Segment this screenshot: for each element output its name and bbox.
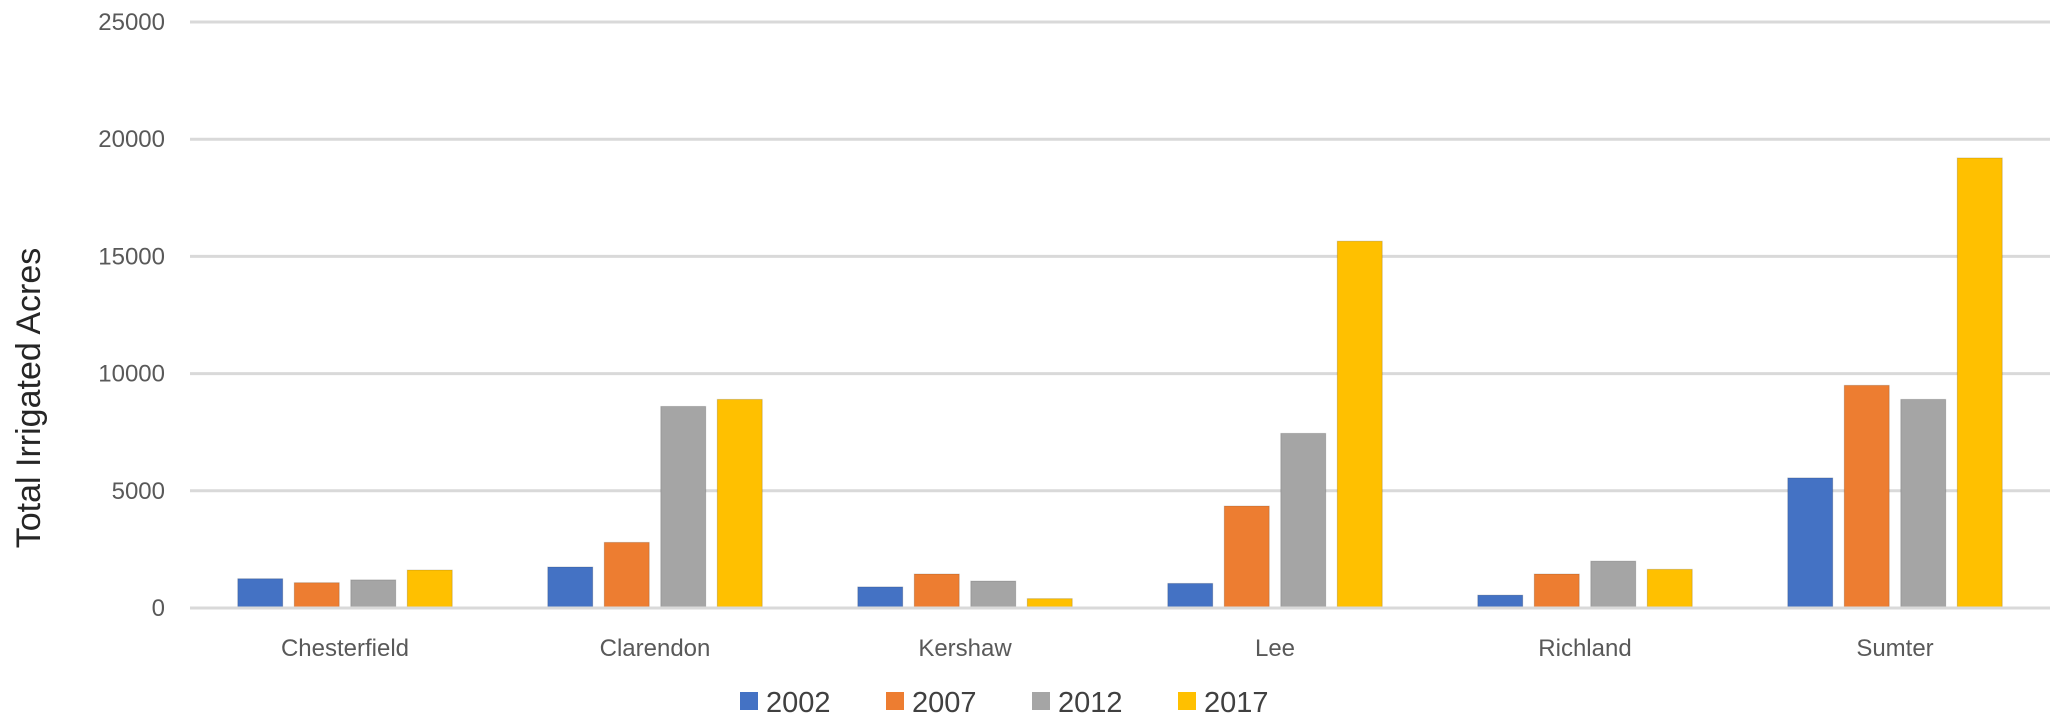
bar-sumter-2002 (1787, 477, 1834, 609)
bar-kershaw-2012 (970, 580, 1017, 609)
legend-swatch-2002 (740, 692, 758, 710)
bar-richland-2002 (1477, 594, 1524, 609)
legend-label: 2017 (1204, 687, 1269, 719)
bar-lee-2002 (1167, 582, 1214, 609)
y-tick-label: 5000 (112, 478, 165, 505)
legend-label: 2007 (912, 687, 977, 719)
bar-sumter-2017 (1956, 157, 2003, 609)
bar-sumter-2012 (1900, 398, 1947, 609)
y-tick-label: 0 (152, 595, 165, 622)
bar-kershaw-2007 (913, 573, 960, 609)
bar-chesterfield-2012 (350, 579, 397, 609)
legend-swatch-2007 (886, 692, 904, 710)
bar-lee-2007 (1223, 505, 1270, 609)
legend: 2002 2007 2012 2017 (740, 687, 1269, 719)
bar-clarendon-2002 (547, 566, 594, 609)
x-category-label: Kershaw (918, 635, 1012, 662)
y-tick-label: 15000 (98, 243, 165, 270)
x-category-label: Clarendon (600, 635, 711, 662)
x-category-label: Lee (1255, 635, 1295, 662)
y-axis-title: Total Irrigated Acres (10, 248, 48, 548)
x-category-label: Chesterfield (281, 635, 409, 662)
bar-clarendon-2012 (660, 405, 707, 609)
x-category-label: Sumter (1856, 635, 1933, 662)
bars (190, 157, 2050, 610)
y-tick-label: 20000 (98, 126, 165, 153)
x-axis-categories: Chesterfield Clarendon Kershaw Lee Richland S… (281, 635, 1934, 662)
legend-label: 2002 (766, 687, 831, 719)
legend-swatch-2017 (1178, 692, 1196, 710)
x-category-label: Richland (1538, 635, 1631, 662)
bar-sumter-2007 (1843, 384, 1890, 609)
bar-richland-2007 (1533, 573, 1580, 609)
bar-chesterfield-2007 (293, 582, 340, 609)
legend-label: 2012 (1058, 687, 1123, 719)
bar-kershaw-2002 (857, 586, 904, 609)
legend-swatch-2012 (1032, 692, 1050, 710)
bar-richland-2017 (1646, 568, 1693, 609)
gridlines (190, 20, 2050, 610)
bar-lee-2017 (1336, 240, 1383, 609)
bar-lee-2012 (1280, 432, 1327, 609)
bar-clarendon-2017 (716, 398, 763, 609)
bar-richland-2012 (1590, 560, 1637, 609)
bar-chesterfield-2017 (406, 569, 453, 609)
y-tick-label: 25000 (98, 9, 165, 36)
bar-clarendon-2007 (603, 541, 650, 609)
y-tick-label: 10000 (98, 361, 165, 388)
bar-chesterfield-2002 (237, 578, 284, 609)
y-axis-ticks: 0 5000 10000 15000 20000 25000 (98, 9, 165, 622)
